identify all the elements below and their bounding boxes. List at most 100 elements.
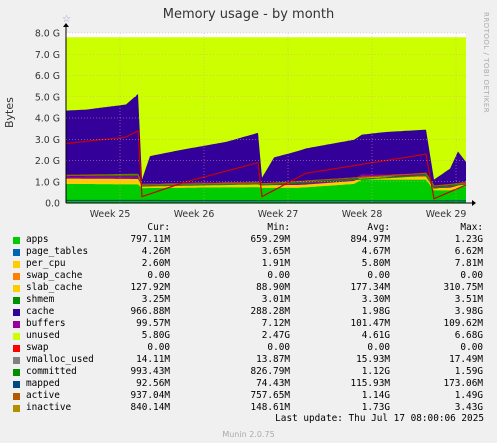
memory-chart: 0.0 1.0 G 2.0 G 3.0 G 4.0 G 5.0 G 6.0 G 7.0 G 8.… bbox=[35, 23, 476, 220]
series-active-line bbox=[65, 172, 467, 187]
legend-name: swap bbox=[26, 342, 49, 353]
legend-swatch bbox=[13, 309, 20, 316]
legend-avg: 177.34M bbox=[350, 282, 390, 293]
legend-swatch bbox=[13, 321, 20, 328]
legend-avg: 894.97M bbox=[350, 234, 390, 245]
y-tick-label: 2.0 G bbox=[35, 156, 60, 167]
legend-avg: 0.00 bbox=[367, 342, 390, 353]
legend-max: 1.23G bbox=[454, 234, 483, 245]
legend-min: 3.65M bbox=[261, 246, 290, 257]
legend-row: shmem 3.25M 3.01M 3.30M 3.51M bbox=[0, 294, 497, 306]
series-committed-line bbox=[66, 174, 467, 189]
legend-swatch bbox=[13, 285, 20, 292]
y-axis-label: Bytes bbox=[3, 97, 16, 128]
legend-avg: 4.61G bbox=[361, 330, 390, 341]
legend-max: 3.43G bbox=[454, 402, 483, 413]
legend-swatch bbox=[13, 345, 20, 352]
legend-max: 3.51M bbox=[454, 294, 483, 305]
legend-cur: 5.80G bbox=[141, 330, 170, 341]
legend-min: 88.90M bbox=[256, 282, 290, 293]
legend-avg: 1.73G bbox=[361, 402, 390, 413]
plus-icon: ☆ bbox=[62, 14, 71, 25]
header-min: Min: bbox=[267, 222, 290, 233]
legend-row: cache 966.88M 288.28M 1.98G 3.98G bbox=[0, 306, 497, 318]
legend-min: 757.65M bbox=[250, 390, 290, 401]
legend-row: apps 797.11M 659.29M 894.97M 1.23G bbox=[0, 234, 497, 246]
x-tick-label: Week 26 bbox=[174, 209, 215, 220]
legend-avg: 1.12G bbox=[361, 366, 390, 377]
legend-min: 1.91M bbox=[261, 258, 290, 269]
legend-cur: 0.00 bbox=[147, 342, 170, 353]
legend-avg: 1.98G bbox=[361, 306, 390, 317]
legend-avg: 4.67M bbox=[361, 246, 390, 257]
header-cur: Cur: bbox=[147, 222, 170, 233]
y-tick-label: 0.0 bbox=[45, 199, 60, 210]
legend-min: 288.28M bbox=[250, 306, 290, 317]
legend-avg: 3.30M bbox=[361, 294, 390, 305]
legend-cur: 4.26M bbox=[141, 246, 170, 257]
chart-title: Memory usage - by month bbox=[162, 7, 335, 22]
last-update: Last update: Thu Jul 17 08:00:06 2025 bbox=[275, 413, 484, 424]
legend-swatch bbox=[13, 297, 20, 304]
legend-avg: 115.93M bbox=[350, 378, 390, 389]
legend-name: apps bbox=[26, 234, 49, 245]
legend-max: 6.68G bbox=[454, 330, 483, 341]
legend-max: 7.81M bbox=[454, 258, 483, 269]
legend-max: 109.62M bbox=[443, 318, 483, 329]
legend-name: mapped bbox=[26, 378, 60, 389]
legend-cur: 966.88M bbox=[130, 306, 170, 317]
legend-row: vmalloc_used 14.11M 13.87M 15.93M 17.49M bbox=[0, 354, 497, 366]
legend-avg: 101.47M bbox=[350, 318, 390, 329]
legend-cur: 937.04M bbox=[130, 390, 170, 401]
legend-cur: 92.56M bbox=[136, 378, 170, 389]
legend-swatch bbox=[13, 393, 20, 400]
legend-max: 3.98G bbox=[454, 306, 483, 317]
legend-name: swap_cache bbox=[26, 270, 83, 281]
legend-row: swap 0.00 0.00 0.00 0.00 bbox=[0, 342, 497, 354]
x-tick-label: Week 25 bbox=[90, 209, 131, 220]
series-apps-area bbox=[66, 179, 466, 203]
legend-name: per_cpu bbox=[26, 258, 66, 269]
legend-row: active 937.04M 757.65M 1.14G 1.49G bbox=[0, 390, 497, 402]
legend-cur: 2.60M bbox=[141, 258, 170, 269]
legend-swatch bbox=[13, 273, 20, 280]
rrdtool-watermark: RRDTOOL / TOBI OETIKER bbox=[482, 12, 490, 114]
y-tick-label: 6.0 G bbox=[35, 71, 60, 82]
legend-min: 826.79M bbox=[250, 366, 290, 377]
legend-row: committed 993.43M 826.79M 1.12G 1.59G bbox=[0, 366, 497, 378]
legend-max: 6.62M bbox=[454, 246, 483, 257]
legend-name: unused bbox=[26, 330, 60, 341]
legend-max: 0.00 bbox=[460, 270, 483, 281]
legend-swatch bbox=[13, 405, 20, 412]
legend-row: per_cpu 2.60M 1.91M 5.80M 7.81M bbox=[0, 258, 497, 270]
legend-min: 13.87M bbox=[256, 354, 290, 365]
legend-min: 0.00 bbox=[267, 342, 290, 353]
header-max: Max: bbox=[460, 222, 483, 233]
legend-cur: 840.14M bbox=[130, 402, 170, 413]
legend-max: 0.00 bbox=[460, 342, 483, 353]
legend-max: 1.59G bbox=[454, 366, 483, 377]
legend-cur: 3.25M bbox=[141, 294, 170, 305]
legend-row: slab_cache 127.92M 88.90M 177.34M 310.75M bbox=[0, 282, 497, 294]
legend-cur: 0.00 bbox=[147, 270, 170, 281]
legend-swatch bbox=[13, 333, 20, 340]
legend-cur: 993.43M bbox=[130, 366, 170, 377]
legend-name: slab_cache bbox=[26, 282, 83, 293]
legend-row: buffers 99.57M 7.12M 101.47M 109.62M bbox=[0, 318, 497, 330]
x-axis-arrow bbox=[472, 200, 476, 206]
legend-header: Cur: Min: Avg: Max: bbox=[0, 222, 497, 234]
legend-max: 17.49M bbox=[449, 354, 483, 365]
munin-version: Munin 2.0.75 bbox=[222, 430, 275, 439]
series-inactive-line bbox=[65, 129, 467, 200]
legend-cur: 99.57M bbox=[136, 318, 170, 329]
series-mapped-line bbox=[65, 199, 466, 202]
y-tick-label: 1.0 G bbox=[35, 177, 60, 188]
legend-row: page_tables 4.26M 3.65M 4.67M 6.62M bbox=[0, 246, 497, 258]
legend-min: 74.43M bbox=[256, 378, 290, 389]
legend-cur: 14.11M bbox=[136, 354, 170, 365]
y-tick-label: 4.0 G bbox=[35, 114, 60, 125]
legend-avg: 1.14G bbox=[361, 390, 390, 401]
legend-avg: 5.80M bbox=[361, 258, 390, 269]
y-tick-label: 3.0 G bbox=[35, 135, 60, 146]
legend-row: unused 5.80G 2.47G 4.61G 6.68G bbox=[0, 330, 497, 342]
